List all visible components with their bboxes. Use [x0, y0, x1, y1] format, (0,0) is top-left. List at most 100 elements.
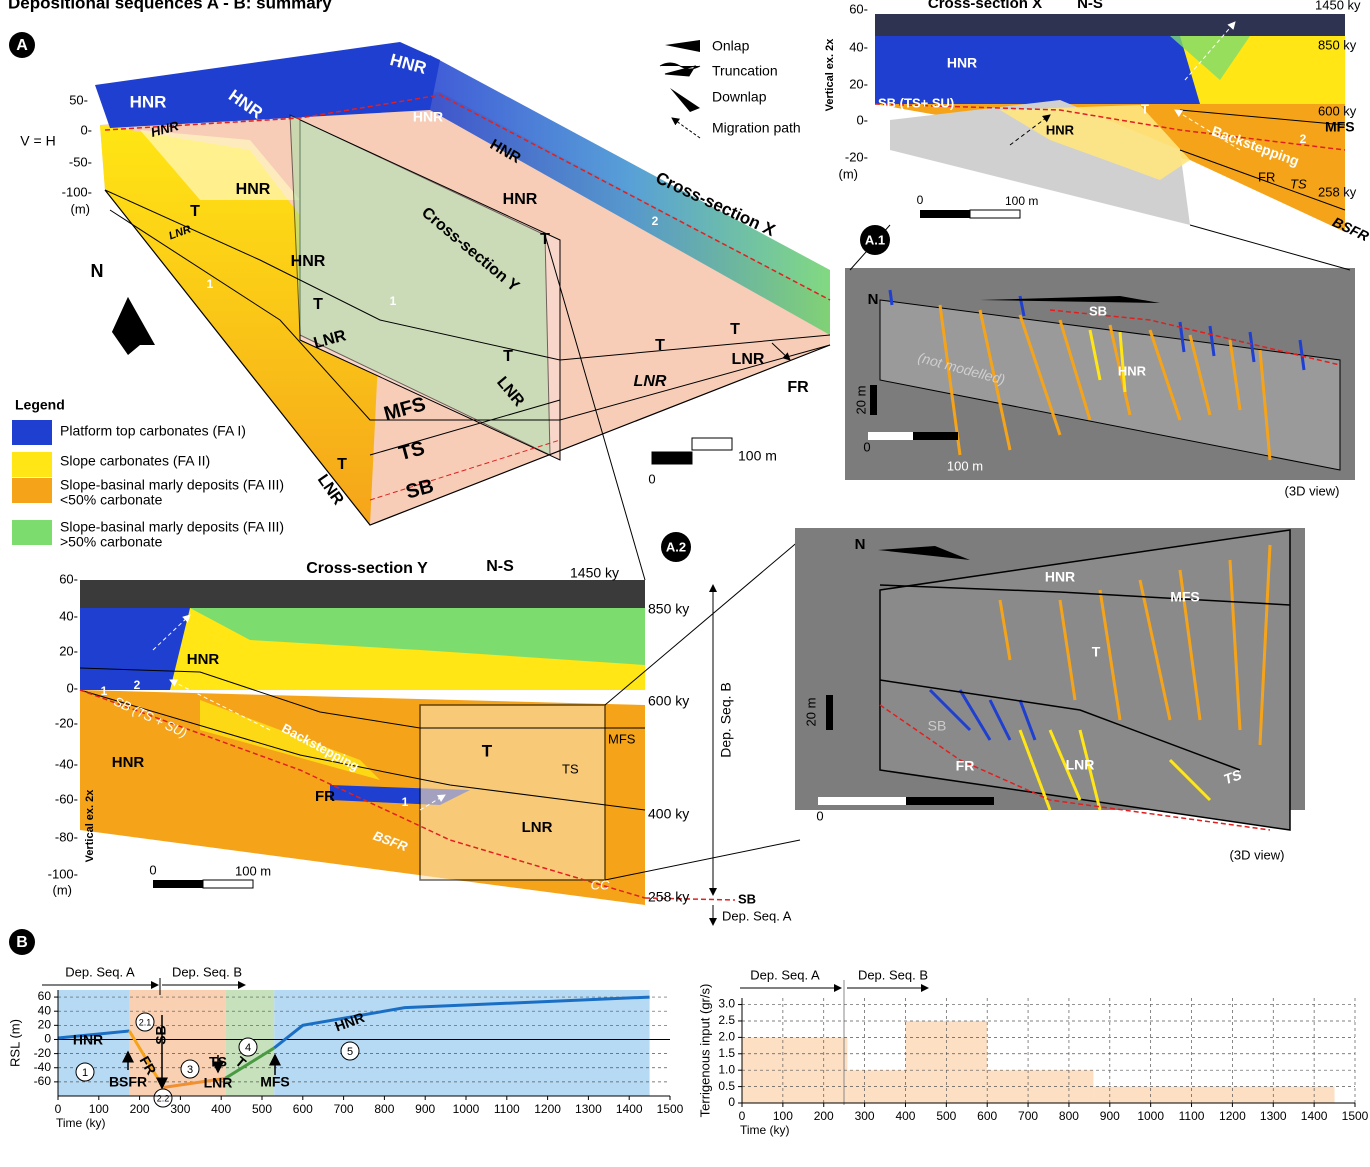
unit-label: LNR — [522, 819, 553, 836]
y-tick-label: 1.5 — [718, 1046, 735, 1060]
age-label: 400 ky — [648, 806, 689, 822]
y-axis-title: Terrigenous input (gr/s) — [697, 984, 712, 1118]
scale-label: 100 m — [235, 863, 271, 878]
age-label: 600 ky — [1318, 103, 1357, 118]
sea — [80, 580, 645, 608]
x-tick-label: 400 — [211, 1102, 231, 1116]
x-tick-label: 1400 — [1301, 1109, 1328, 1123]
x-tick-label: 900 — [1100, 1109, 1120, 1123]
unit-label: LNR — [634, 373, 667, 390]
age-label: 258 ky — [648, 889, 689, 905]
x-tick-label: 500 — [936, 1109, 956, 1123]
x-tick-label: 1000 — [453, 1102, 480, 1116]
symbol-label: Migration path — [712, 120, 801, 136]
horizon — [369, 439, 561, 501]
section-title: Cross-section X — [928, 0, 1042, 12]
view-label: SB — [1089, 303, 1107, 318]
phase-band — [58, 990, 130, 1096]
axis-label: 0- — [66, 680, 78, 695]
phase-label: 2.2 — [157, 1093, 170, 1103]
phase-badge — [180, 1059, 200, 1079]
age-label: 850 ky — [1318, 37, 1357, 52]
rsl-line — [163, 1076, 226, 1090]
legend-title: Legend — [15, 397, 65, 413]
horizon — [1179, 149, 1346, 211]
surface-label: SB (TS+ SU) — [878, 95, 954, 110]
age-label: 600 ky — [648, 693, 689, 709]
horizon — [79, 689, 646, 811]
x-tick-label: 200 — [814, 1109, 834, 1123]
legend-swatch — [12, 420, 52, 445]
section-x-plane — [430, 55, 830, 335]
view-label: HNR — [1045, 569, 1075, 585]
y-tick-label: 2.5 — [718, 1013, 735, 1027]
x-tick-label: 300 — [855, 1109, 875, 1123]
caption: (3D view) — [1285, 483, 1340, 498]
unit-label: 2 — [134, 678, 141, 692]
x-tick-label: 1100 — [494, 1102, 520, 1116]
unit-label: T — [313, 296, 323, 313]
well-traces — [928, 688, 1037, 741]
legend-label: <50% carbonate — [60, 492, 163, 508]
phase-label: 1 — [82, 1067, 88, 1079]
axis-label: 60- — [59, 571, 78, 586]
connector — [1189, 224, 1351, 271]
x-tick-label: 100 — [89, 1102, 109, 1116]
legend-swatch — [12, 520, 52, 545]
scale-bar — [913, 432, 958, 440]
scale-label: 100 m — [1005, 194, 1038, 208]
surface-label: BSFR — [1330, 214, 1370, 245]
x-axis-title: Time (ky) — [56, 1116, 106, 1130]
x-tick-label: 0 — [55, 1102, 62, 1116]
x-tick-label: 800 — [1059, 1109, 1079, 1123]
well-traces — [1018, 729, 1212, 811]
axis-label: -100- — [48, 866, 78, 881]
x-tick-label: 500 — [252, 1102, 272, 1116]
y-tick-label: 40 — [38, 1003, 52, 1017]
cross-section-y — [79, 234, 801, 926]
axis-label: -20- — [55, 715, 78, 730]
x-tick-label: 700 — [334, 1102, 354, 1116]
unit-label: T — [655, 337, 665, 354]
rsl-line — [273, 995, 650, 1050]
unit-label: 1 — [207, 277, 214, 291]
scale-bar — [691, 437, 733, 451]
axis-label: (m) — [71, 201, 91, 216]
zoom-box — [419, 704, 606, 881]
axis-label: (m) — [53, 882, 73, 897]
unit-label: 1 — [390, 294, 397, 308]
rsl-line — [224, 1046, 276, 1080]
x-axis-title: Time (ky) — [740, 1123, 790, 1137]
scale-label: 0 — [149, 862, 156, 877]
unit-label: 2 — [652, 214, 659, 228]
scale-bar — [826, 695, 833, 730]
annotation: Vertical ex. 2x — [824, 38, 836, 112]
north-label: N — [868, 291, 879, 308]
horizon — [644, 897, 736, 901]
block-slope — [140, 130, 300, 200]
annotation: SB — [153, 1025, 169, 1044]
x-tick-label: 0 — [739, 1109, 746, 1123]
annotation: Vertical ex. 2x — [84, 789, 96, 863]
phase-badge — [75, 1062, 95, 1082]
well-traces — [938, 304, 1272, 461]
y-tick-label: -60 — [34, 1074, 52, 1088]
panel-badge — [661, 532, 691, 562]
scale-label: 0 — [917, 193, 924, 207]
section-title: Cross-section Y — [306, 560, 428, 577]
axis-label: -80- — [55, 829, 78, 844]
migration-path — [1174, 109, 1241, 151]
x-tick-label: 1200 — [1219, 1109, 1246, 1123]
axis-label: -40- — [55, 756, 78, 771]
unit-label: T — [730, 321, 740, 338]
marly-unit — [190, 608, 645, 665]
x-tick-label: 1500 — [1342, 1109, 1369, 1123]
phase-badge — [340, 1041, 360, 1061]
scale-label: 20 m — [803, 698, 818, 727]
horizon — [79, 667, 645, 729]
axis-label: -100- — [62, 184, 92, 199]
surface-label: TS — [562, 761, 579, 776]
unit-label: HNR — [187, 651, 220, 668]
scale-label: 100 m — [947, 458, 983, 473]
scale-label: 0 — [863, 439, 870, 454]
